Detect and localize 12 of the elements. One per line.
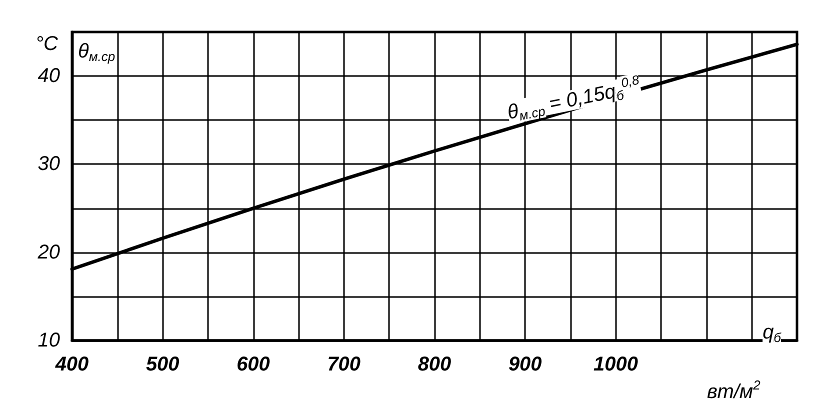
x-tick-label: 1000	[594, 354, 638, 376]
y-tick-label: 20	[36, 241, 60, 264]
x-tick-label: 900	[508, 354, 542, 376]
y-axis-title: °C	[36, 33, 59, 55]
x-tick-label: 500	[146, 354, 180, 376]
y-tick-label: 40	[38, 65, 60, 88]
x-tick-label: 800	[418, 354, 452, 376]
y-tick-label: 10	[38, 330, 60, 352]
x-tick-label: 700	[327, 354, 361, 376]
x-tick-label: 600	[236, 354, 270, 376]
x-tick-label: 400	[54, 354, 89, 376]
y-tick-label: 30	[38, 153, 60, 176]
